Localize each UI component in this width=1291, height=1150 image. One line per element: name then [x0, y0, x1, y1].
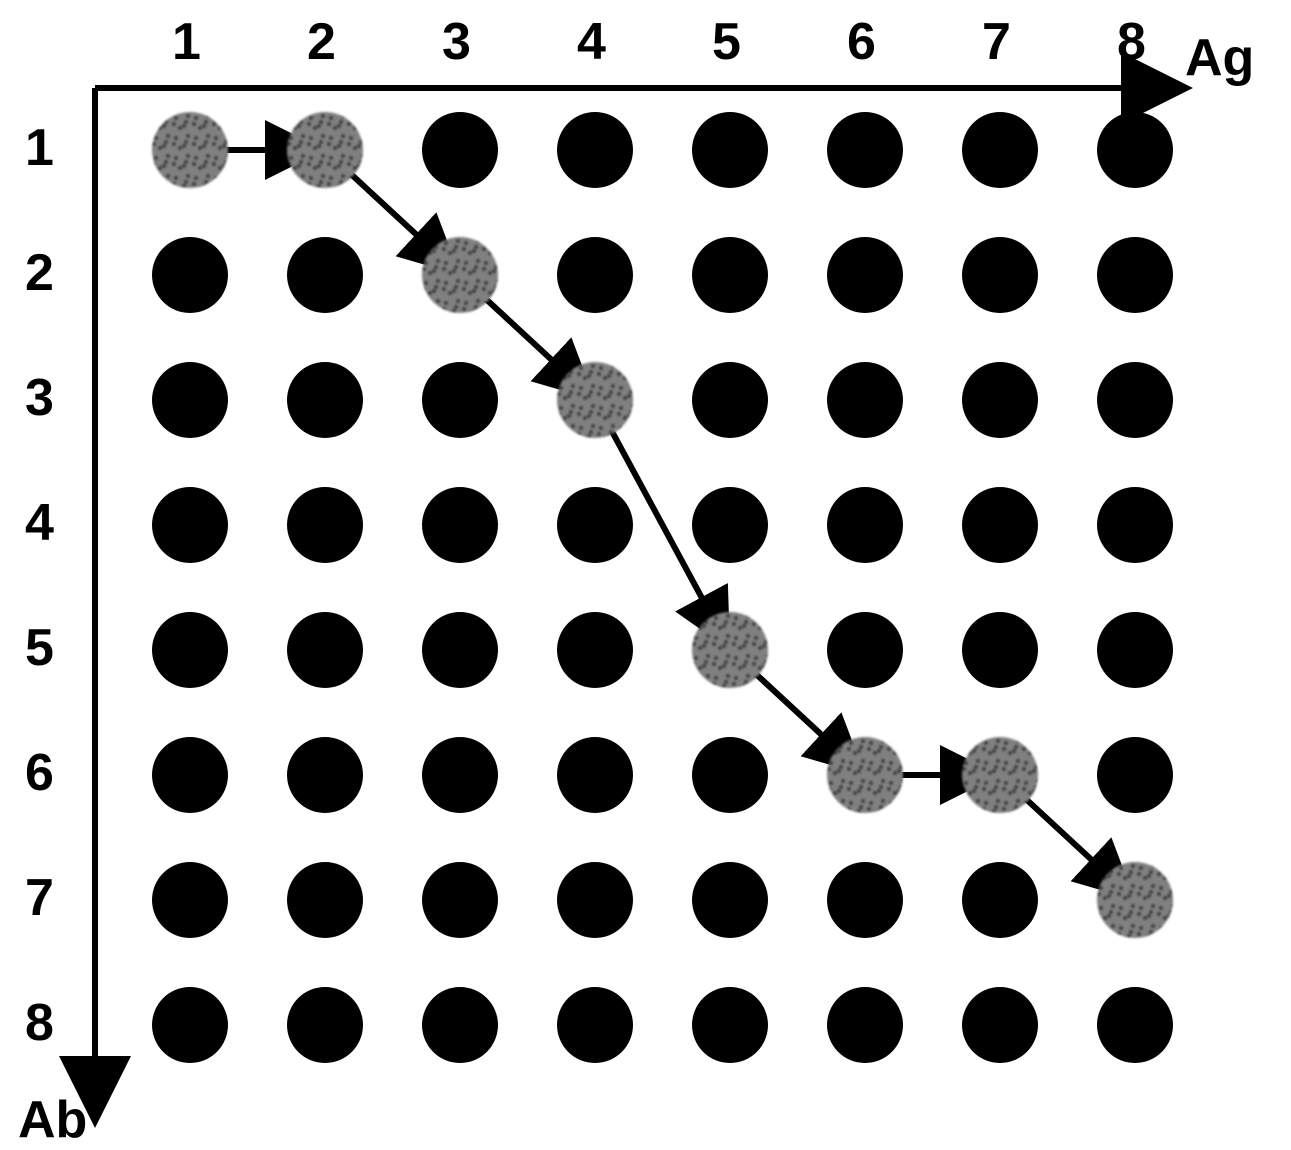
filled-dot	[152, 987, 228, 1063]
textured-dot	[557, 362, 633, 438]
filled-dot	[827, 487, 903, 563]
row-header-6: 6	[25, 743, 54, 803]
filled-dot	[557, 612, 633, 688]
filled-dot	[287, 862, 363, 938]
x-axis-label: Ag	[1185, 28, 1254, 88]
matrix-diagram: Ag Ab 12345678 12345678	[0, 0, 1291, 1146]
filled-dot	[557, 237, 633, 313]
filled-dot	[152, 737, 228, 813]
filled-dot	[287, 487, 363, 563]
col-header-5: 5	[712, 12, 741, 72]
textured-dot	[827, 737, 903, 813]
filled-dot	[422, 362, 498, 438]
filled-dot	[692, 987, 768, 1063]
row-header-8: 8	[25, 993, 54, 1053]
textured-dot	[152, 112, 228, 188]
filled-dot	[287, 612, 363, 688]
filled-dot	[962, 612, 1038, 688]
filled-dot	[557, 487, 633, 563]
filled-dot	[422, 737, 498, 813]
filled-dot	[557, 862, 633, 938]
filled-dot	[152, 612, 228, 688]
textured-dot	[422, 237, 498, 313]
filled-dot	[287, 362, 363, 438]
filled-dot	[962, 487, 1038, 563]
textured-dot	[1097, 862, 1173, 938]
filled-dot	[1097, 487, 1173, 563]
filled-dot	[962, 237, 1038, 313]
row-header-7: 7	[25, 868, 54, 928]
row-header-4: 4	[25, 493, 54, 553]
filled-dot	[692, 737, 768, 813]
filled-dot	[962, 112, 1038, 188]
filled-dot	[1097, 612, 1173, 688]
col-header-1: 1	[172, 12, 201, 72]
textured-dot	[287, 112, 363, 188]
filled-dot	[152, 862, 228, 938]
y-axis-label: Ab	[18, 1090, 87, 1150]
filled-dot	[962, 987, 1038, 1063]
filled-dot	[422, 112, 498, 188]
filled-dot	[692, 487, 768, 563]
col-header-4: 4	[577, 12, 606, 72]
filled-dot	[962, 362, 1038, 438]
filled-dot	[827, 987, 903, 1063]
filled-dot	[287, 987, 363, 1063]
filled-dot	[557, 112, 633, 188]
col-header-3: 3	[442, 12, 471, 72]
filled-dot	[557, 987, 633, 1063]
filled-dot	[287, 237, 363, 313]
filled-dot	[152, 362, 228, 438]
row-header-1: 1	[25, 118, 54, 178]
filled-dot	[692, 112, 768, 188]
filled-dot	[152, 237, 228, 313]
filled-dot	[827, 237, 903, 313]
col-header-8: 8	[1117, 12, 1146, 72]
filled-dot	[962, 862, 1038, 938]
filled-dot	[1097, 737, 1173, 813]
filled-dot	[1097, 987, 1173, 1063]
textured-dot	[962, 737, 1038, 813]
filled-dot	[1097, 112, 1173, 188]
row-header-3: 3	[25, 368, 54, 428]
row-header-2: 2	[25, 243, 54, 303]
filled-dot	[827, 112, 903, 188]
filled-dot	[287, 737, 363, 813]
textured-dot	[692, 612, 768, 688]
filled-dot	[557, 737, 633, 813]
filled-dot	[422, 987, 498, 1063]
row-header-5: 5	[25, 618, 54, 678]
filled-dot	[422, 612, 498, 688]
filled-dot	[692, 862, 768, 938]
filled-dot	[692, 237, 768, 313]
col-header-7: 7	[982, 12, 1011, 72]
filled-dot	[422, 487, 498, 563]
col-header-6: 6	[847, 12, 876, 72]
filled-dot	[152, 487, 228, 563]
filled-dot	[827, 862, 903, 938]
filled-dot	[1097, 362, 1173, 438]
filled-dot	[827, 612, 903, 688]
filled-dot	[692, 362, 768, 438]
filled-dot	[827, 362, 903, 438]
col-header-2: 2	[307, 12, 336, 72]
filled-dot	[422, 862, 498, 938]
filled-dot	[1097, 237, 1173, 313]
